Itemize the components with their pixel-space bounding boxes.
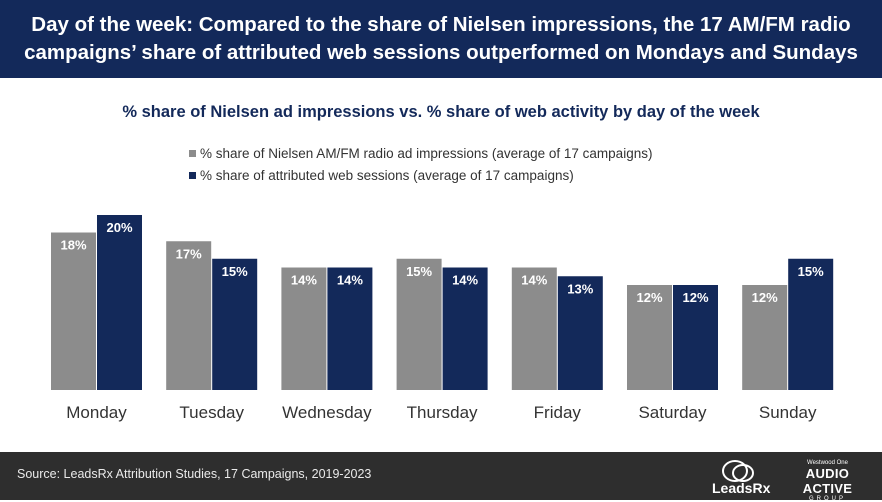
bar-nielsen-monday: [51, 232, 96, 390]
data-label-nielsen-wednesday: 14%: [291, 273, 317, 288]
legend-label-web: % share of attributed web sessions (aver…: [200, 167, 574, 183]
data-label-nielsen-friday: 14%: [521, 273, 547, 288]
header-banner: Day of the week: Compared to the share o…: [0, 0, 882, 78]
bar-nielsen-thursday: [396, 258, 442, 390]
bar-chart: 18% 20% Monday 17% 15% Tuesday 14% 14% Wednesday…: [51, 215, 834, 422]
x-tick-label-saturday: Saturday: [638, 403, 707, 422]
bar-web-friday: [557, 276, 603, 390]
data-label-web-wednesday: 14%: [337, 273, 363, 288]
x-tick-label-thursday: Thursday: [407, 403, 478, 422]
legend-item-web: % share of attributed web sessions (aver…: [189, 164, 652, 186]
group-logo-text: GROUP: [808, 496, 846, 502]
data-label-nielsen-monday: 18%: [60, 238, 86, 253]
data-label-web-sunday: 15%: [798, 264, 824, 279]
x-tick-label-sunday: Sunday: [759, 403, 817, 422]
bar-nielsen-wednesday: [281, 267, 327, 390]
bar-nielsen-sunday: [742, 285, 788, 390]
data-label-nielsen-sunday: 12%: [752, 290, 778, 305]
source-note: Source: LeadsRx Attribution Studies, 17 …: [17, 467, 372, 481]
leadsrx-logo-ring-icon: [732, 464, 754, 482]
bar-web-wednesday: [327, 267, 373, 390]
data-label-nielsen-tuesday: 17%: [176, 246, 202, 261]
footer-bar: Source: LeadsRx Attribution Studies, 17 …: [0, 452, 882, 502]
bar-web-tuesday: [212, 258, 258, 390]
data-label-web-monday: 20%: [106, 220, 132, 235]
bar-web-thursday: [442, 267, 488, 390]
x-tick-label-wednesday: Wednesday: [282, 403, 372, 422]
chart-title: % share of Nielsen ad impressions vs. % …: [122, 103, 760, 121]
audio-active-group-logo: Westwood One AUDIO ACTIVE GROUP: [780, 458, 875, 502]
x-tick-label-friday: Friday: [534, 403, 582, 422]
leadsrx-logo-text: LeadsRx: [712, 480, 771, 496]
legend-label-nielsen: % share of Nielsen AM/FM radio ad impres…: [200, 145, 653, 161]
leadsrx-logo: LeadsRx: [708, 458, 771, 496]
bar-nielsen-friday: [511, 267, 557, 390]
westwood-one-logo-text: Westwood One: [807, 460, 848, 466]
data-label-web-thursday: 14%: [452, 273, 478, 288]
legend-swatch-nielsen: [189, 149, 196, 157]
legend-item-nielsen: % share of Nielsen AM/FM radio ad impres…: [189, 142, 652, 164]
bar-nielsen-saturday: [627, 285, 672, 390]
bar-nielsen-tuesday: [166, 241, 212, 390]
bar-web-saturday: [673, 285, 718, 390]
data-label-nielsen-saturday: 12%: [636, 290, 662, 305]
audio-active-logo-text: AUDIO ACTIVE: [802, 466, 853, 496]
x-tick-label-tuesday: Tuesday: [179, 403, 244, 422]
data-label-web-saturday: 12%: [682, 290, 708, 305]
data-label-web-friday: 13%: [567, 281, 593, 296]
x-tick-label-monday: Monday: [66, 403, 127, 422]
page-title: Day of the week: Compared to the share o…: [24, 13, 858, 64]
data-label-web-tuesday: 15%: [222, 264, 248, 279]
bar-web-sunday: [788, 258, 834, 390]
legend-swatch-web: [189, 171, 196, 179]
data-label-nielsen-thursday: 15%: [406, 264, 432, 279]
chart-legend: % share of Nielsen AM/FM radio ad impres…: [189, 142, 652, 186]
bar-web-monday: [97, 215, 142, 390]
